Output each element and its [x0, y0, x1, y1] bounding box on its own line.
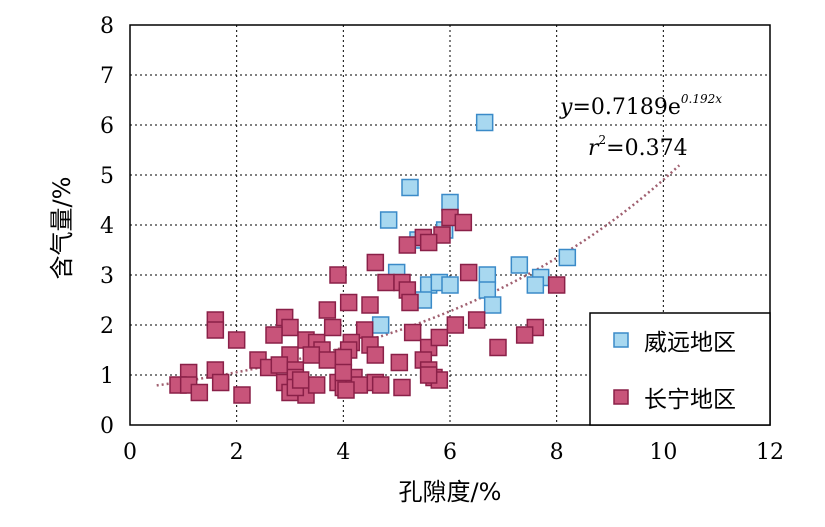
data-points	[169, 113, 577, 404]
point-weiyuan	[401, 178, 419, 197]
y-tick-label: 8	[100, 14, 114, 39]
r-value: =0.374	[606, 136, 687, 161]
point-changning	[334, 348, 353, 367]
point-changning	[515, 326, 534, 344]
point-changning	[281, 318, 299, 337]
point-changning	[337, 381, 355, 399]
legend-swatch-weiyuan	[613, 332, 629, 348]
x-tick-label: 6	[443, 440, 457, 465]
point-changning	[329, 266, 347, 284]
point-changning	[547, 276, 566, 294]
point-changning	[430, 328, 449, 347]
point-changning	[419, 366, 438, 384]
point-weiyuan	[441, 193, 459, 212]
legend: 威远地区 长宁地区	[589, 312, 771, 426]
point-weiyuan	[371, 316, 390, 334]
y-tick-label: 6	[100, 114, 114, 139]
legend-swatch-changning	[613, 389, 629, 405]
point-changning	[227, 331, 246, 349]
point-changning	[459, 263, 478, 282]
legend-label-changning: 长宁地区	[644, 387, 736, 413]
x-axis-title: 孔隙度/%	[399, 478, 502, 506]
point-changning	[265, 326, 283, 344]
point-changning	[390, 353, 409, 372]
point-changning	[334, 363, 353, 382]
y-tick-label: 5	[100, 164, 114, 189]
point-changning	[454, 213, 473, 232]
point-changning	[323, 318, 342, 337]
y-tick-label: 7	[100, 64, 114, 89]
point-weiyuan	[478, 281, 497, 299]
x-tick-label: 10	[649, 440, 677, 465]
y-tick-label: 0	[100, 414, 114, 439]
point-changning	[307, 376, 326, 394]
point-changning	[339, 293, 358, 312]
r-superscript: 2	[599, 133, 607, 147]
point-changning	[377, 273, 395, 292]
equation-rhs: =0.7189e	[572, 95, 680, 120]
equation-line: y=0.7189e0.192x	[559, 92, 722, 120]
point-changning	[489, 338, 507, 357]
x-tick-label: 2	[230, 440, 244, 465]
point-changning	[419, 233, 438, 252]
point-changning	[393, 378, 411, 397]
x-tick-label: 8	[550, 440, 564, 465]
equation-annotation: y=0.7189e0.192x r2=0.374	[559, 92, 722, 161]
point-changning	[270, 356, 289, 374]
plot-frame	[129, 24, 771, 426]
point-weiyuan	[526, 276, 545, 294]
point-weiyuan	[475, 113, 494, 132]
point-changning	[467, 311, 486, 329]
point-weiyuan	[510, 256, 529, 274]
legend-box	[589, 312, 771, 426]
point-changning	[403, 323, 422, 342]
point-changning	[233, 386, 251, 404]
legend-label-weiyuan: 威远地区	[644, 330, 736, 356]
point-weiyuan	[558, 248, 577, 267]
x-tick-label: 0	[123, 440, 137, 465]
point-weiyuan	[483, 296, 502, 314]
y-tick-label: 4	[100, 214, 114, 239]
x-tick-label: 4	[336, 440, 350, 465]
point-changning	[401, 293, 419, 312]
y-tick-label: 1	[100, 364, 114, 389]
point-changning	[291, 371, 310, 389]
point-weiyuan	[379, 211, 398, 229]
point-changning	[371, 376, 390, 394]
point-changning	[206, 321, 225, 339]
point-changning	[361, 296, 379, 314]
point-changning	[318, 301, 337, 319]
y-tick-label: 3	[100, 264, 114, 289]
y-tick-label: 2	[100, 314, 114, 339]
point-changning	[398, 236, 417, 254]
equation-exponent: 0.192x	[681, 92, 722, 106]
r-squared-line: r2=0.374	[588, 133, 688, 161]
point-changning	[302, 346, 321, 364]
point-changning	[446, 316, 465, 334]
point-changning	[366, 253, 385, 272]
point-changning	[211, 373, 230, 392]
y-axis-title: 含气量/%	[48, 177, 76, 280]
point-weiyuan	[478, 266, 497, 284]
r-label: r	[588, 136, 600, 161]
point-weiyuan	[441, 276, 459, 294]
point-changning	[190, 383, 209, 402]
point-changning	[318, 351, 337, 369]
point-changning	[366, 346, 385, 364]
x-tick-label: 12	[756, 440, 784, 465]
equation-y: y	[559, 95, 573, 120]
